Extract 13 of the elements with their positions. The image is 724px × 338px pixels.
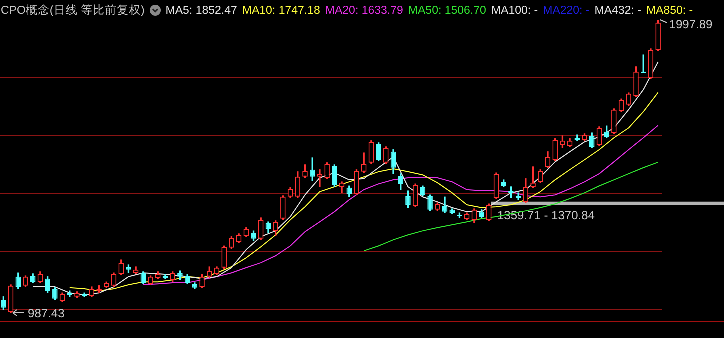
text: MA10: 1747.18: [242, 4, 320, 16]
text: MA5: 1852.47: [166, 4, 238, 16]
chart-title: CPO概念(日线 等比前复权): [1, 4, 145, 18]
text: 1997.89: [669, 17, 714, 32]
legend-label: MA220: -: [543, 4, 590, 16]
legend-label: MA850: -: [646, 4, 694, 16]
annotation: 987.43: [28, 306, 66, 320]
text: MA50: 1506.70: [408, 4, 486, 16]
legend-label: MA432: -: [594, 4, 642, 16]
candlestick: [317, 170, 323, 188]
band-label: 1359.71 - 1370.84: [498, 208, 596, 222]
legend-label: MA100: -: [491, 4, 538, 16]
text: MA20: 1633.79: [325, 4, 404, 16]
